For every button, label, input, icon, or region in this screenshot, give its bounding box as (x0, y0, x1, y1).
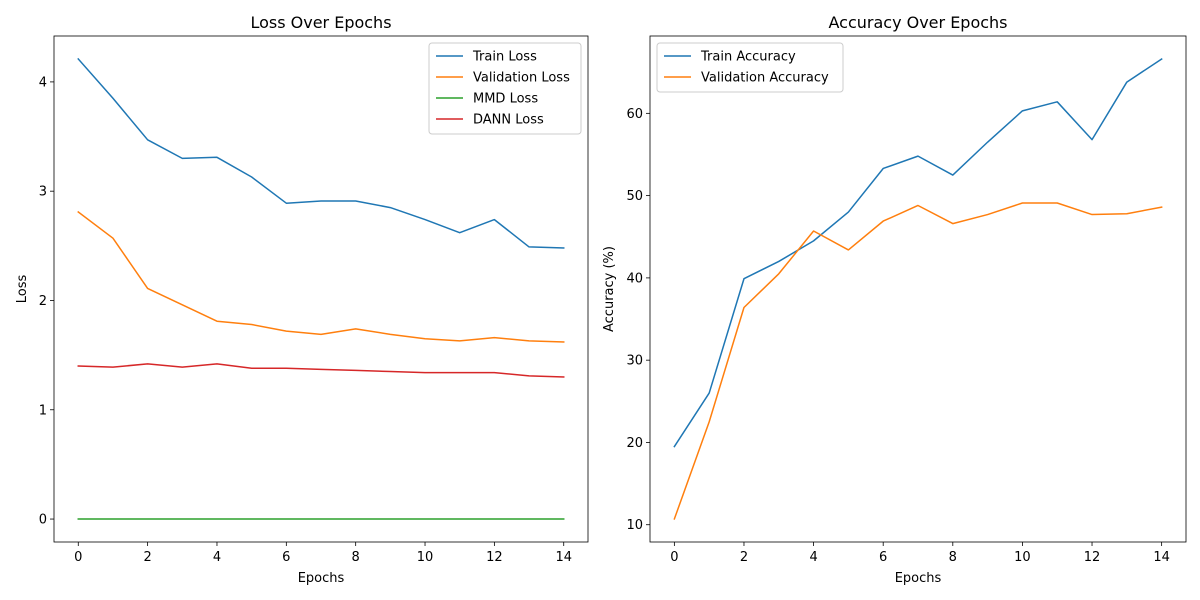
x-tick-label: 8 (949, 550, 957, 565)
chart-title: Loss Over Epochs (250, 13, 391, 32)
y-tick-label: 3 (39, 185, 47, 200)
x-tick-label: 0 (670, 550, 678, 565)
y-tick-label: 30 (626, 354, 643, 369)
y-tick-label: 2 (39, 294, 47, 309)
x-tick-label: 14 (555, 550, 572, 565)
legend-box (656, 42, 844, 93)
plot-frame (53, 35, 589, 543)
x-tick-label: 14 (1153, 550, 1170, 565)
plot-frame (649, 35, 1187, 543)
legend-label: MMD Loss (473, 92, 538, 107)
series-line-train-loss (77, 57, 565, 249)
y-tick-label: 10 (626, 518, 643, 533)
legend-label: Train Accuracy (700, 50, 796, 65)
y-tick-label: 1 (39, 403, 47, 418)
series-line-dann-loss (77, 363, 565, 378)
y-tick-label: 20 (626, 436, 643, 451)
x-tick-label: 12 (486, 550, 503, 565)
x-tick-label: 6 (282, 550, 290, 565)
x-tick-label: 4 (213, 550, 221, 565)
x-tick-label: 0 (74, 550, 82, 565)
x-tick-label: 8 (352, 550, 360, 565)
series-line-train-accuracy (673, 58, 1163, 448)
y-axis-label: Accuracy (%) (602, 246, 617, 332)
legend-label: Validation Loss (473, 71, 570, 86)
chart-title: Accuracy Over Epochs (828, 13, 1007, 32)
y-tick-label: 4 (39, 75, 47, 90)
x-tick-label: 2 (740, 550, 748, 565)
legend-label: Validation Accuracy (701, 71, 829, 86)
x-tick-label: 10 (1014, 550, 1031, 565)
y-tick-label: 50 (626, 189, 643, 204)
legend-label: DANN Loss (473, 113, 544, 128)
y-tick-label: 60 (626, 107, 643, 122)
x-axis-label: Epochs (298, 571, 345, 586)
series-line-validation-accuracy (673, 202, 1163, 520)
x-tick-label: 12 (1084, 550, 1101, 565)
x-axis-label: Epochs (895, 571, 942, 586)
legend-box (428, 42, 582, 135)
y-tick-label: 0 (39, 513, 47, 528)
accuracy-chart: 0 2 4 6 8 10 12 14 10 20 30 40 50 60 Accuracy Over Epo… (602, 13, 1187, 586)
x-tick-label: 4 (809, 550, 817, 565)
x-tick-label: 10 (417, 550, 434, 565)
x-tick-label: 2 (143, 550, 151, 565)
y-axis-label: Loss (15, 275, 30, 304)
y-tick-label: 40 (626, 271, 643, 286)
legend-label: Train Loss (472, 50, 537, 65)
series-line-validation-loss (77, 210, 565, 343)
x-tick-label: 6 (879, 550, 887, 565)
